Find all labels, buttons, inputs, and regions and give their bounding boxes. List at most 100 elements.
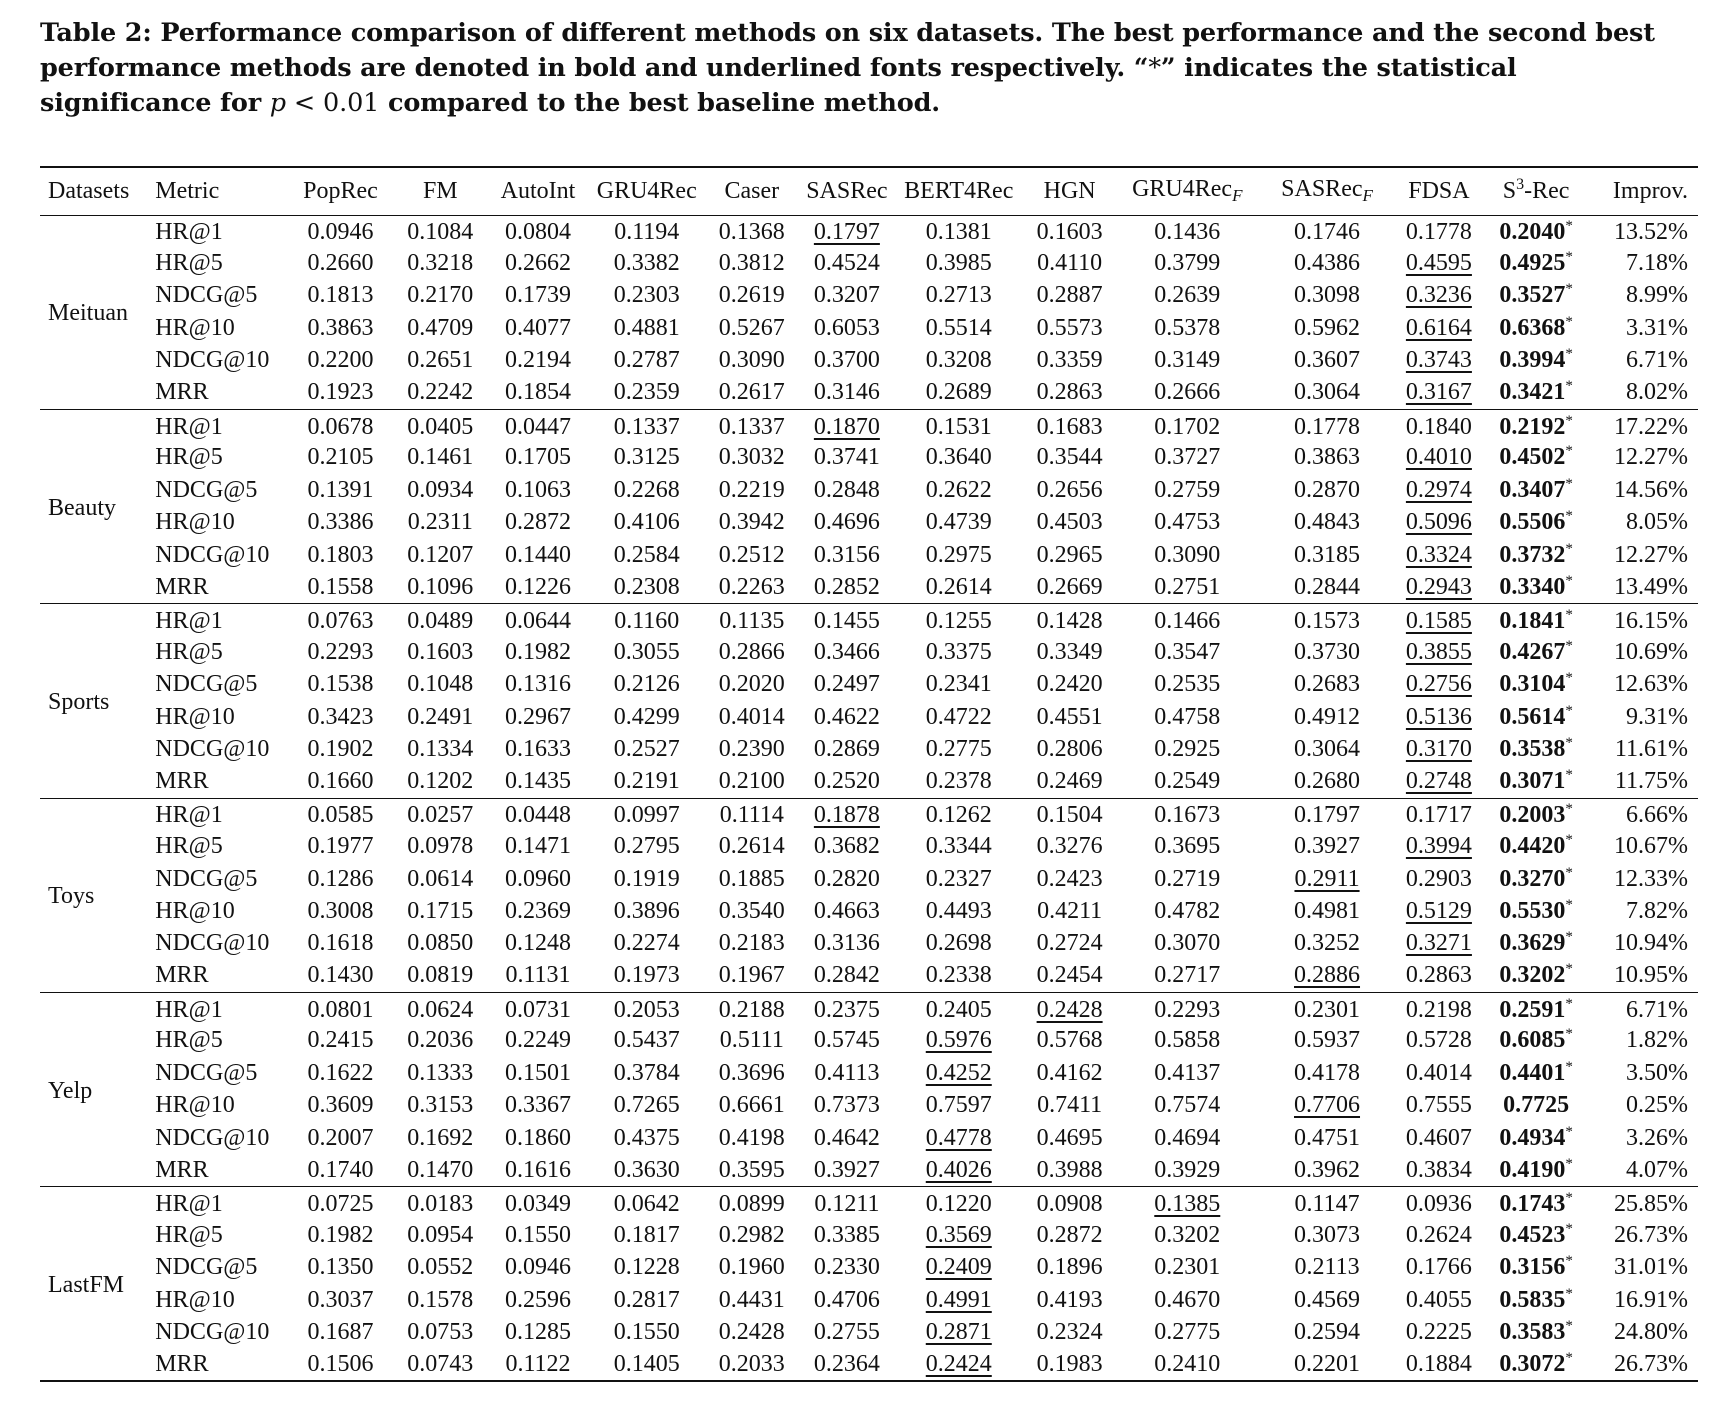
table-cell: 0.2188 bbox=[703, 992, 801, 1024]
table-cell: 0.0257 bbox=[395, 798, 485, 830]
table-cell: 0.3032 bbox=[703, 442, 801, 474]
table-cell: 0.2020 bbox=[703, 668, 801, 700]
cell-value: 0.2698 bbox=[925, 930, 992, 957]
cell-value: 0.1461 bbox=[407, 444, 474, 471]
cell-value: 0.4670 bbox=[1154, 1286, 1221, 1313]
cell-value: 0.1385 bbox=[1154, 1191, 1221, 1218]
cell-value: 0.3008 bbox=[307, 897, 374, 924]
cell-value: 0.2126 bbox=[613, 671, 680, 698]
significance-marker: * bbox=[1565, 1155, 1573, 1172]
cell-value: 0.3032 bbox=[718, 444, 785, 471]
cell-value: 0.0934 bbox=[407, 476, 474, 503]
table-cell: 0.1084 bbox=[395, 215, 485, 247]
table-cell: 0.2787 bbox=[591, 345, 703, 377]
table-cell: 0.3170 bbox=[1394, 733, 1483, 765]
cell-value: 0.1368 bbox=[718, 219, 785, 246]
table-cell: 0.1885 bbox=[703, 863, 801, 895]
table-cell: 0.2698 bbox=[893, 928, 1024, 960]
table-cell: 0.1739 bbox=[485, 280, 590, 312]
cell-value: 0.3942 bbox=[718, 509, 785, 536]
table-cell: 0.0753 bbox=[395, 1316, 485, 1348]
cell-value: 0.1435 bbox=[505, 768, 571, 795]
table-cell: 0.2293 bbox=[286, 636, 395, 668]
table-cell: 0.1983 bbox=[1024, 1349, 1114, 1381]
table-cell: 0.1558 bbox=[286, 571, 395, 603]
cell-value: 0.1466 bbox=[1154, 608, 1221, 635]
cell-value: 0.3607 bbox=[1294, 347, 1361, 374]
cell-value: 0.3149 bbox=[1154, 347, 1221, 374]
improvement-value: 11.61% bbox=[1614, 735, 1688, 762]
table-cell: 0.3569 bbox=[893, 1219, 1024, 1251]
metric-name: HR@5 bbox=[155, 1221, 223, 1248]
significance-marker: * bbox=[1565, 1317, 1573, 1334]
cell-value: 0.5858 bbox=[1154, 1027, 1221, 1054]
table-cell: 0.2863 bbox=[1024, 377, 1114, 409]
cell-value: 0.0763 bbox=[307, 608, 374, 635]
cell-value: 0.1683 bbox=[1036, 413, 1103, 440]
table-cell: 0.2651 bbox=[395, 345, 485, 377]
cell-value: 0.1618 bbox=[307, 930, 374, 957]
header-method-name: Improv. bbox=[1612, 177, 1688, 204]
table-cell: 0.1841* bbox=[1484, 604, 1589, 636]
cell-value: 0.3540 bbox=[718, 897, 785, 924]
table-cell: 0.1692 bbox=[395, 1122, 485, 1154]
cell-value: 0.0954 bbox=[407, 1221, 474, 1248]
table-cell: 0.2863 bbox=[1394, 960, 1483, 992]
cell-value: 0.1160 bbox=[614, 608, 680, 635]
cell-value: 0.2982 bbox=[718, 1221, 785, 1248]
cell-value: 0.5530 bbox=[1499, 897, 1566, 924]
dataset-name: LastFM bbox=[48, 1271, 125, 1298]
table-cell: 0.3741 bbox=[801, 442, 893, 474]
cell-value: 0.1982 bbox=[307, 1221, 374, 1248]
table-cell: 0.2584 bbox=[591, 539, 703, 571]
cell-value: 0.4375 bbox=[613, 1124, 680, 1151]
table-cell: 0.1350 bbox=[286, 1252, 395, 1284]
table-cell: 0.4607 bbox=[1394, 1122, 1483, 1154]
table-cell: 0.3270* bbox=[1484, 863, 1589, 895]
table-cell: 0.2619 bbox=[703, 280, 801, 312]
table-cell: 0.2040* bbox=[1484, 215, 1589, 247]
cell-value: 0.3359 bbox=[1036, 347, 1103, 374]
metric-name: HR@5 bbox=[155, 1027, 223, 1054]
table-cell: 0.7373 bbox=[801, 1090, 893, 1122]
table-cell: 0.2375 bbox=[801, 992, 893, 1024]
cell-value: 0.1854 bbox=[505, 379, 571, 406]
improvement-value: 3.50% bbox=[1626, 1059, 1688, 1086]
cell-value: 0.2866 bbox=[718, 638, 785, 665]
table-cell: 0.1428 bbox=[1024, 604, 1114, 636]
table-cell: 0.0934 bbox=[395, 474, 485, 506]
cell-value: 0.2925 bbox=[1154, 735, 1221, 762]
significance-marker: * bbox=[1565, 1285, 1573, 1302]
cell-value: 0.0801 bbox=[307, 996, 374, 1023]
metric-name: HR@5 bbox=[155, 638, 223, 665]
cell-value: 0.5614 bbox=[1499, 703, 1566, 730]
cell-value: 0.5835 bbox=[1499, 1286, 1566, 1313]
cell-value: 0.3207 bbox=[813, 282, 880, 309]
improvement-value: 13.52% bbox=[1614, 219, 1688, 246]
table-cell: 0.0899 bbox=[703, 1187, 801, 1219]
table-cell: 0.0819 bbox=[395, 960, 485, 992]
table-cell: 0.1702 bbox=[1115, 409, 1260, 441]
table-cell: 0.2409 bbox=[893, 1252, 1024, 1284]
cell-value: 0.1578 bbox=[407, 1286, 474, 1313]
table-cell: 0.3153 bbox=[395, 1090, 485, 1122]
cell-value: 0.3682 bbox=[813, 833, 880, 860]
cell-value: 0.3064 bbox=[1294, 379, 1361, 406]
table-cell: 0.2341 bbox=[893, 668, 1024, 700]
improvement-value: 6.71% bbox=[1626, 347, 1688, 374]
dataset-name: Sports bbox=[48, 688, 110, 715]
cell-value: 0.2491 bbox=[407, 703, 474, 730]
metric-name: HR@10 bbox=[155, 897, 235, 924]
table-cell: 0.4055 bbox=[1394, 1284, 1483, 1316]
table-cell: 0.1255 bbox=[893, 604, 1024, 636]
cell-value: 0.4706 bbox=[813, 1286, 880, 1313]
table-cell: 0.1504 bbox=[1024, 798, 1114, 830]
table-cell: 0.2512 bbox=[703, 539, 801, 571]
cell-value: 0.3595 bbox=[718, 1156, 785, 1183]
cell-value: 0.2680 bbox=[1294, 768, 1361, 795]
table-cell: 0.4431 bbox=[703, 1284, 801, 1316]
table-cell: 0.2520 bbox=[801, 766, 893, 798]
table-cell: 0.0946 bbox=[485, 1252, 590, 1284]
cell-value: 0.2775 bbox=[925, 735, 992, 762]
table-cell: 0.3700 bbox=[801, 345, 893, 377]
